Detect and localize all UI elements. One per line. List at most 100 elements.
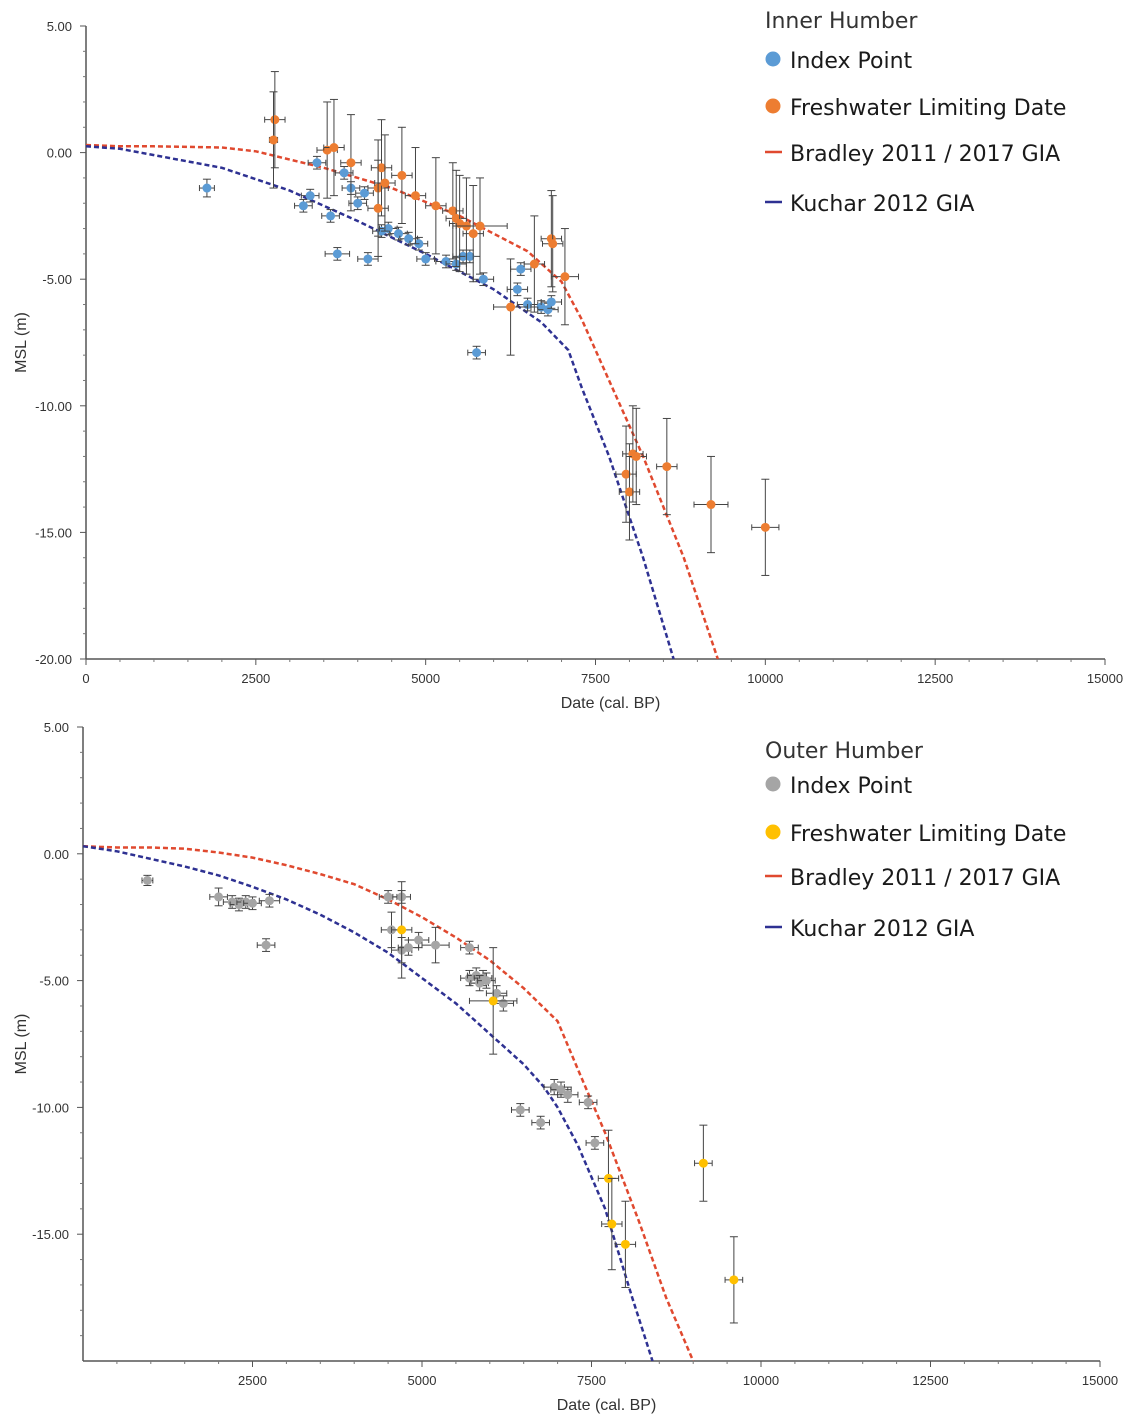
series-line-4 [86, 146, 674, 659]
x-axis-title: Date (cal. BP) [561, 695, 661, 712]
marker [397, 171, 406, 180]
marker [632, 452, 641, 461]
marker [621, 1240, 630, 1249]
marker [547, 297, 556, 306]
y-tick-label: -10.00 [35, 399, 72, 414]
marker [384, 892, 393, 901]
y-tick-label: 5.00 [44, 720, 69, 735]
data-point [473, 273, 493, 286]
x-tick-label: 10000 [747, 671, 783, 686]
series-line-4 [83, 846, 653, 1361]
data-point [417, 253, 435, 266]
y-tick-label: -10.00 [32, 1100, 69, 1115]
data-point [511, 1104, 529, 1117]
x-tick-label: 15000 [1082, 1373, 1118, 1388]
data-point [615, 1201, 635, 1287]
x-tick-label: 5000 [411, 671, 440, 686]
marker [306, 191, 315, 200]
data-point [586, 1137, 604, 1150]
data-point [602, 1178, 622, 1269]
marker [404, 234, 413, 243]
y-tick-label: -15.00 [32, 1227, 69, 1242]
data-point [511, 263, 531, 276]
marker [346, 158, 355, 167]
marker [506, 303, 515, 312]
y-axis-title: MSL (m) [13, 312, 30, 373]
data-point [579, 1096, 597, 1109]
marker [563, 1090, 572, 1099]
marker [312, 158, 321, 167]
marker [729, 1275, 738, 1284]
y-tick-label: 5.00 [47, 19, 72, 34]
marker [706, 500, 715, 509]
x-tick-label: 10000 [743, 1373, 779, 1388]
x-tick-label: 12500 [912, 1373, 948, 1388]
marker [421, 254, 430, 263]
marker [326, 211, 335, 220]
marker [584, 1098, 593, 1107]
marker [431, 941, 440, 950]
marker [699, 1159, 708, 1168]
marker [214, 892, 223, 901]
data-point [392, 127, 412, 223]
data-point [371, 120, 391, 216]
marker [270, 115, 279, 124]
y-axis-title: MSL (m) [13, 1014, 30, 1075]
marker [299, 201, 308, 210]
marker [363, 254, 372, 263]
data-point [301, 189, 319, 202]
marker [394, 229, 403, 238]
legend-marker [766, 825, 781, 840]
legend-label: Index Point [790, 49, 913, 74]
legend-label: Kuchar 2012 GIA [790, 192, 974, 217]
data-point [356, 187, 374, 200]
legend-title: Inner Humber [765, 9, 918, 34]
data-point [265, 72, 285, 168]
x-tick-label: 15000 [1087, 671, 1123, 686]
y-tick-label: 0.00 [44, 847, 69, 862]
marker [513, 285, 522, 294]
y-tick-label: 0.00 [47, 146, 72, 161]
data-point [468, 346, 486, 359]
marker [761, 523, 770, 532]
chart-panel-2: 2500 5000 7500 10000 12500 150005.000.00-5.00… [13, 720, 1118, 1414]
data-point [461, 941, 479, 954]
marker [476, 222, 485, 231]
y-tick-label: -20.00 [35, 652, 72, 667]
data-point [142, 875, 153, 885]
data-point [422, 927, 449, 963]
y-tick-label: -15.00 [35, 525, 72, 540]
legend: Inner Humber Index Point Freshwater Limiti… [765, 9, 1066, 217]
legend-label: Bradley 2011 / 2017 GIA [790, 866, 1060, 891]
marker [333, 249, 342, 258]
marker [465, 943, 474, 952]
legend-label: Index Point [790, 774, 913, 799]
data-point [494, 259, 528, 355]
marker [404, 943, 413, 952]
marker [472, 348, 481, 357]
marker [607, 1220, 616, 1229]
x-tick-label: 12500 [917, 671, 953, 686]
legend-marker [766, 777, 781, 792]
marker [397, 925, 406, 934]
marker [411, 191, 420, 200]
data-point [694, 456, 728, 552]
chart-panel-1: 0 2500 5000 7500 10000 12500 15000 5.00 0.00 -5.0… [13, 9, 1123, 712]
data-point [752, 479, 779, 575]
x-tick-label: 2500 [241, 671, 270, 686]
marker [489, 996, 498, 1005]
data-point [349, 197, 367, 210]
data-point [695, 1125, 713, 1201]
y-tick-label: -5.00 [39, 974, 69, 989]
marker [590, 1138, 599, 1147]
x-axis-title: Date (cal. BP) [557, 1397, 657, 1414]
legend-label: Freshwater Limiting Date [790, 96, 1066, 121]
legend-label: Freshwater Limiting Date [790, 822, 1066, 847]
data-point [426, 158, 446, 254]
data-point [541, 191, 561, 287]
legend-label: Bradley 2011 / 2017 GIA [790, 142, 1060, 167]
data-point [391, 882, 411, 978]
data-point [199, 179, 214, 197]
marker [482, 976, 491, 985]
